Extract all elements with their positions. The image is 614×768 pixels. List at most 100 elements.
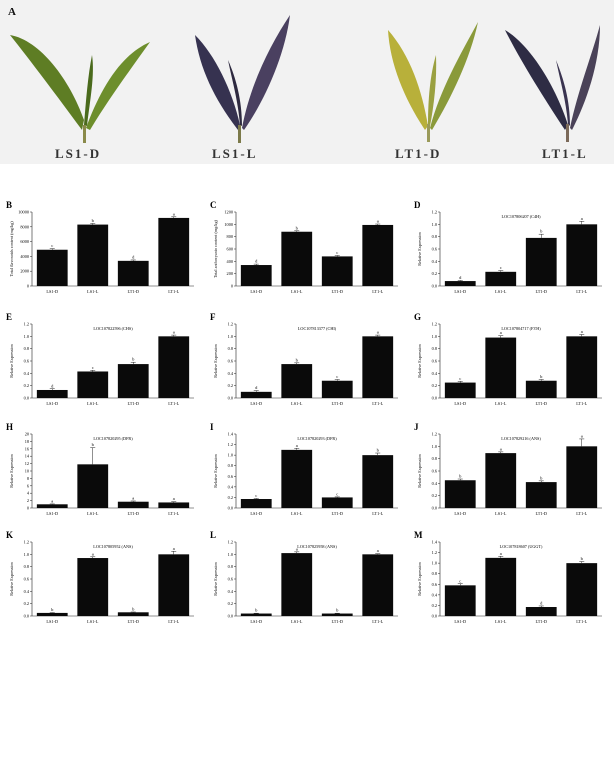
chart-svg: H LOC107820295 (DFR) 0 2 4 6 8 10 12 14 16 18 20 Rela…: [6, 422, 194, 516]
chart-svg: K LOC107805952 (ANS) 0.0 0.2 0.4 0.6 0.8 1.0 1.2…: [6, 530, 194, 624]
y-tick-label: 0.2: [228, 495, 233, 500]
x-tick-label: LS1-L: [87, 289, 99, 294]
y-axis-label: Total flavonoids content (mg/kg): [9, 221, 14, 277]
panel-letter: K: [6, 530, 13, 540]
bar-lt1-l: [362, 455, 394, 508]
y-tick-label: 1.2: [432, 322, 437, 327]
significance-letter: b: [540, 374, 543, 379]
y-tick-label: 0.0: [432, 614, 437, 619]
significance-letter: b: [132, 357, 135, 362]
x-tick-label: LT1-D: [127, 619, 139, 624]
y-axis-label: Relative Expression: [417, 343, 422, 378]
x-tick-label: LS1-D: [46, 289, 58, 294]
bar-ls1-l: [485, 271, 517, 286]
x-tick-label: LT1-D: [331, 619, 343, 624]
y-tick-label: 0.6: [432, 469, 438, 474]
y-tick-label: 1.0: [432, 561, 437, 566]
panel-letter: F: [210, 312, 216, 322]
x-tick-label: LS1-L: [291, 619, 303, 624]
y-tick-label: 8000: [20, 224, 29, 229]
y-tick-label: 0.2: [228, 383, 233, 388]
leaf-label-ls1-l: LS1-L: [212, 146, 258, 161]
y-axis-label: Relative Expression: [9, 561, 14, 596]
y-tick-label: 14: [25, 454, 30, 459]
y-tick-label: 0.2: [432, 271, 437, 276]
y-tick-label: 0.8: [228, 564, 233, 569]
x-tick-label: LS1-D: [454, 619, 466, 624]
y-tick-label: 0.6: [432, 359, 438, 364]
bar-ls1-l: [485, 557, 517, 616]
y-tick-label: 0.8: [228, 463, 233, 468]
bar-lt1-d: [117, 364, 149, 398]
bar-lt1-l: [362, 554, 394, 616]
bar-ls1-l: [77, 371, 109, 398]
x-tick-label: LT1-D: [535, 401, 547, 406]
y-tick-label: 0.8: [432, 346, 437, 351]
bar-ls1-d: [444, 382, 476, 398]
significance-letter: a: [173, 330, 175, 335]
x-tick-label: LT1-L: [372, 401, 383, 406]
chart-panel-m: M LOC107818607 (UGGT) 0.0 0.2 0.4 0.6 0.8 1.0 1.…: [410, 528, 610, 645]
x-tick-label: LS1-D: [250, 511, 262, 516]
y-tick-label: 0.4: [432, 481, 438, 486]
significance-letter: c: [92, 365, 94, 370]
y-tick-label: 1.2: [432, 210, 437, 215]
panel-letter: J: [414, 422, 419, 432]
bar-ls1-l: [77, 224, 109, 286]
chart-panel-h: H LOC107820295 (DFR) 0 2 4 6 8 10 12 14 16 18 20 Rela…: [2, 420, 202, 537]
bar-ls1-d: [444, 480, 476, 508]
significance-letter: b: [540, 229, 543, 234]
chart-panel-l: L LOC107825958 (ANS) 0.0 0.2 0.4 0.6 0.8 1.0 1.2…: [206, 528, 406, 645]
x-tick-label: LT1-L: [576, 401, 587, 406]
x-tick-label: LS1-L: [87, 511, 99, 516]
leaf-label-ls1-d: LS1-D: [55, 146, 102, 161]
chart-title: LOC107820295 (DFR): [93, 436, 133, 441]
significance-letter: c: [336, 374, 338, 379]
bar-lt1-l: [362, 224, 394, 286]
y-tick-label: 400: [227, 259, 233, 264]
x-tick-label: LT1-L: [372, 619, 383, 624]
x-tick-label: LS1-D: [46, 401, 58, 406]
significance-letter: b: [132, 606, 135, 611]
y-tick-label: 0.6: [432, 582, 438, 587]
bar-lt1-d: [321, 380, 353, 398]
bar-lt1-d: [117, 501, 149, 508]
y-tick-label: 0.6: [228, 359, 234, 364]
significance-letter: d: [255, 385, 258, 390]
x-tick-label: LT1-L: [576, 289, 587, 294]
chart-title: LOC107820293 (DFR): [297, 436, 337, 441]
y-tick-label: 0.0: [24, 396, 29, 401]
significance-letter: b: [92, 442, 95, 447]
y-tick-label: 1.2: [228, 442, 233, 447]
significance-letter: a: [92, 551, 94, 556]
chart-svg: F LOC107813377 (CHI) 0.0 0.2 0.4 0.6 0.8 1.0 1.2…: [210, 312, 398, 406]
y-tick-label: 200: [227, 271, 233, 276]
x-tick-label: LS1-D: [454, 511, 466, 516]
y-tick-label: 0.0: [432, 506, 437, 511]
chart-title: LOC107829216 (ANS): [501, 436, 541, 441]
y-tick-label: 0.4: [228, 589, 234, 594]
x-tick-label: LS1-L: [291, 289, 303, 294]
x-tick-label: LS1-D: [454, 289, 466, 294]
y-axis-label: Relative Expression: [213, 453, 218, 488]
x-tick-label: LS1-D: [250, 619, 262, 624]
x-tick-label: LT1-D: [127, 511, 139, 516]
y-tick-label: 1.0: [228, 453, 233, 458]
x-tick-label: LS1-L: [87, 619, 99, 624]
chart-svg: D LOC107806207 (C4H) 0.0 0.2 0.4 0.6 0.8 1.0 1.2…: [414, 200, 602, 294]
y-tick-label: 0.0: [228, 506, 233, 511]
significance-letter: b: [459, 474, 462, 479]
chart-title: LOC107813377 (CHI): [298, 326, 337, 331]
y-tick-label: 0.4: [432, 259, 438, 264]
bar-lt1-d: [525, 607, 557, 616]
y-tick-label: 0.2: [432, 383, 437, 388]
x-tick-label: LS1-L: [495, 511, 507, 516]
significance-letter: b: [296, 357, 299, 362]
bar-lt1-d: [117, 260, 149, 286]
leaf-ls1-l: [195, 15, 290, 143]
bar-lt1-l: [158, 502, 190, 508]
y-tick-label: 4000: [20, 254, 29, 259]
significance-letter: a: [173, 546, 175, 551]
significance-letter: a: [581, 216, 583, 221]
bar-ls1-d: [240, 265, 272, 286]
